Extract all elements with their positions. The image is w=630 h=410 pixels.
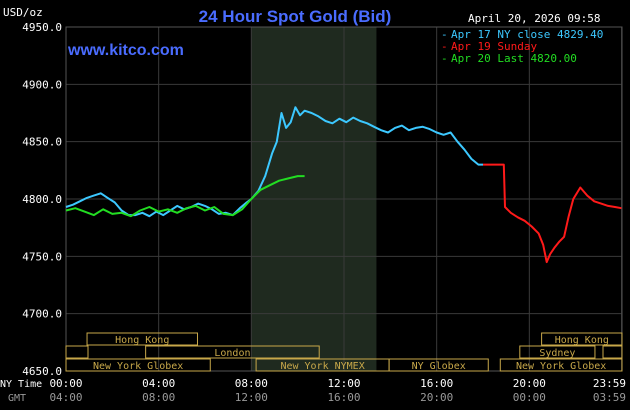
session-box <box>499 358 623 372</box>
x-tick-label-gmt: 08:00 <box>142 391 175 404</box>
x-tick-label-gmt: 16:00 <box>327 391 360 404</box>
session-label: Hong Kong <box>115 335 169 346</box>
legend-item: Apr 19 Sunday <box>451 40 537 53</box>
legend-marker: - <box>441 40 448 53</box>
session-box <box>65 358 211 372</box>
legend: - Apr 17 NY close 4829.40 - Apr 19 Sunda… <box>441 28 603 65</box>
session-box <box>541 332 623 346</box>
date-time: April 20, 2026 09:58 <box>468 12 600 25</box>
x-tick-label-ny: 00:00 <box>49 377 82 390</box>
chart-title: 24 Hour Spot Gold (Bid) <box>199 7 392 26</box>
y-tick-label: 4900.0 <box>22 78 62 91</box>
y-tick-label: 4800.0 <box>22 193 62 206</box>
series-line-0 <box>65 106 483 218</box>
session-box <box>145 345 320 359</box>
x-tick-label-ny: 16:00 <box>420 377 453 390</box>
session-label: NY Globex <box>412 361 466 372</box>
session-box <box>65 345 89 359</box>
x-tick-label-ny: 04:00 <box>142 377 175 390</box>
y-tick-label: 4850.0 <box>22 136 62 149</box>
session-box <box>602 345 623 359</box>
x-tick-label-ny: 12:00 <box>327 377 360 390</box>
session-box <box>86 332 198 346</box>
session-box <box>388 358 489 372</box>
legend-item: Apr 17 NY close 4829.40 <box>451 28 603 41</box>
ny-time-label: NY Time <box>0 379 42 390</box>
series-line-1 <box>483 163 622 264</box>
session-label: Sydney <box>539 348 575 359</box>
legend-marker: - <box>441 28 448 41</box>
legend-item: Apr 20 Last 4820.00 <box>451 52 577 65</box>
y-tick-label: 4650.0 <box>22 365 62 378</box>
x-tick-label-ny: 20:00 <box>513 377 546 390</box>
session-label: New York NYMEX <box>280 361 364 372</box>
legend-marker: - <box>441 52 448 65</box>
y-unit-label: USD/oz <box>3 6 43 19</box>
x-tick-label-ny: 08:00 <box>235 377 268 390</box>
session-label: London <box>214 348 250 359</box>
x-tick-label-ny: 23:59 <box>593 377 626 390</box>
gmt-label: GMT <box>8 393 26 404</box>
session-box <box>519 345 596 359</box>
y-tick-label: 4950.0 <box>22 21 62 34</box>
y-tick-label: 4750.0 <box>22 250 62 263</box>
session-label: New York Globex <box>93 361 183 372</box>
session-label: New York Globex <box>516 361 606 372</box>
series-line-2 <box>65 175 305 218</box>
x-tick-label-gmt: 04:00 <box>49 391 82 404</box>
watermark: www.kitco.com <box>67 42 184 59</box>
x-tick-label-gmt: 20:00 <box>420 391 453 404</box>
x-tick-label-gmt: 03:59 <box>593 391 626 404</box>
y-tick-label: 4700.0 <box>22 308 62 321</box>
x-tick-label-gmt: 12:00 <box>235 391 268 404</box>
x-tick-label-gmt: 00:00 <box>513 391 546 404</box>
session-label: Hong Kong <box>555 335 609 346</box>
